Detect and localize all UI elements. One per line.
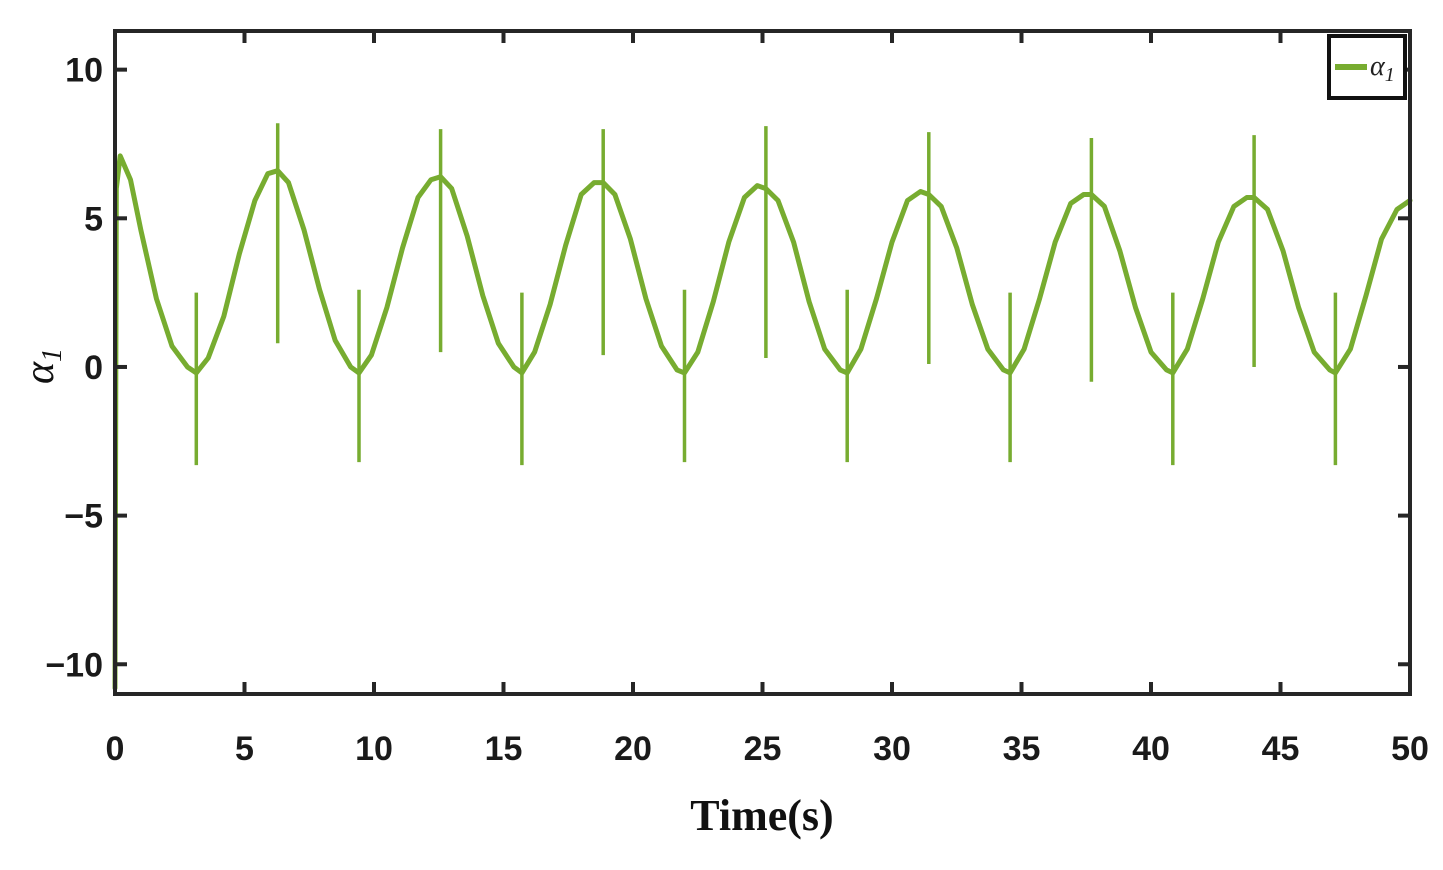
y-axis-title: α1: [17, 348, 68, 384]
y-tick-label: 5: [84, 200, 103, 238]
x-tick-label: 0: [106, 730, 125, 768]
y-axis-title-subscript: 1: [37, 348, 68, 362]
y-tick-label: 10: [65, 52, 103, 90]
legend-label-symbol: α: [1370, 51, 1386, 82]
legend: α1: [1327, 34, 1407, 100]
x-tick-label: 45: [1262, 730, 1300, 768]
y-tick-label: −5: [64, 498, 103, 536]
legend-label: α1: [1370, 51, 1395, 86]
y-axis-title-symbol: α: [17, 361, 63, 384]
x-tick-label: 35: [1003, 730, 1041, 768]
ticks-layer: [113, 31, 1412, 694]
x-tick-label: 25: [744, 730, 782, 768]
x-tick-label: 15: [485, 730, 523, 768]
x-tick-label: 50: [1391, 730, 1429, 768]
x-tick-labels: 0 5 10 15 20 25 30 35 40 45 50: [106, 730, 1429, 768]
x-axis-title: Time(s): [690, 791, 833, 840]
x-tick-label: 20: [614, 730, 652, 768]
x-tick-label: 40: [1132, 730, 1170, 768]
y-tick-labels: −10 −5 0 5 10: [45, 52, 103, 685]
y-tick-label: 0: [84, 349, 103, 387]
legend-label-subscript: 1: [1385, 64, 1395, 86]
series-alpha1-line: [112, 153, 1413, 691]
x-tick-label: 10: [355, 730, 393, 768]
y-tick-label: −10: [45, 646, 103, 684]
series-layer: [112, 123, 1413, 691]
x-tick-label: 5: [235, 730, 254, 768]
x-tick-label: 30: [873, 730, 911, 768]
